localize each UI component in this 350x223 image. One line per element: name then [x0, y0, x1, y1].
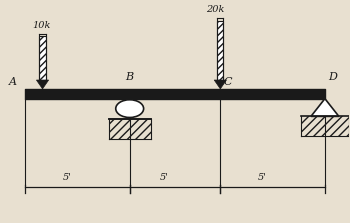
Bar: [109, 119, 150, 138]
Circle shape: [116, 100, 144, 118]
Text: 10k: 10k: [32, 21, 50, 29]
Text: 5': 5': [160, 173, 169, 182]
Text: D: D: [328, 72, 337, 82]
Bar: [40, 36, 46, 80]
Text: B: B: [126, 72, 134, 82]
Text: 5': 5': [258, 173, 267, 182]
Text: A: A: [8, 77, 16, 87]
Text: 20k: 20k: [206, 5, 225, 14]
Bar: [217, 21, 223, 80]
Bar: [301, 116, 349, 136]
Polygon shape: [214, 80, 226, 89]
Text: C: C: [224, 77, 232, 87]
Polygon shape: [36, 80, 49, 89]
Polygon shape: [311, 99, 339, 116]
Text: 5': 5': [63, 173, 71, 182]
